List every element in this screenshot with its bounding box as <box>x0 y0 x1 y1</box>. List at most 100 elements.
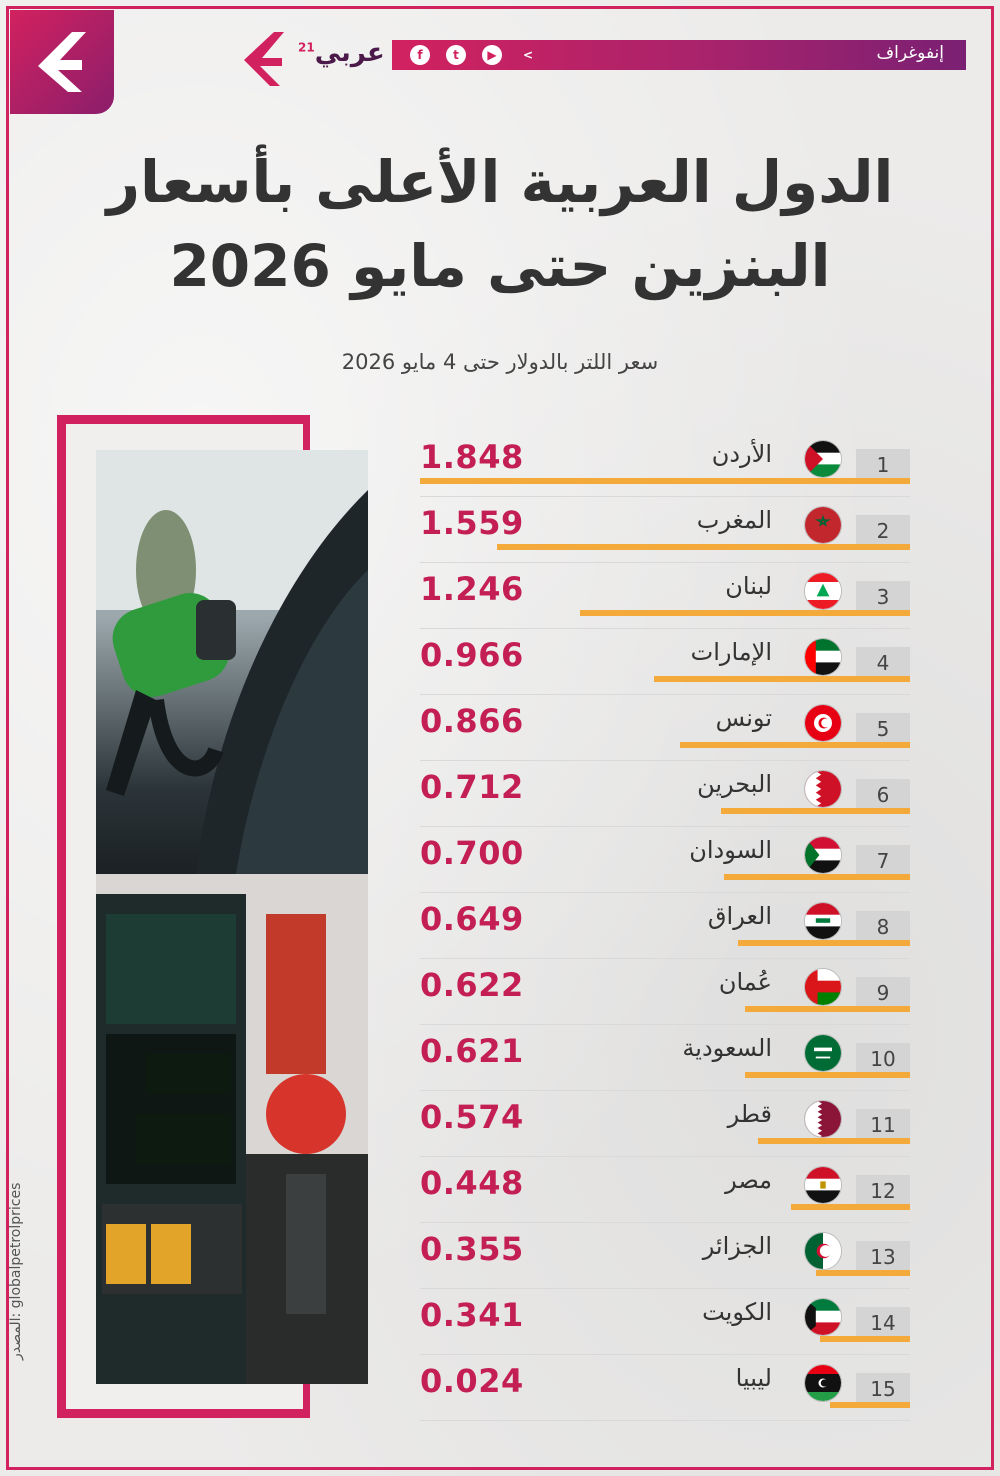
chart-row: 5 تونس 0.866 <box>400 700 920 766</box>
value-label: 0.866 <box>420 702 524 740</box>
chart-row: 11 قطر 0.574 <box>400 1096 920 1162</box>
country-label: البحرين <box>697 770 772 798</box>
page-title: الدول العربية الأعلى بأسعار البنزين حتى … <box>106 148 894 300</box>
value-label: 0.355 <box>420 1230 524 1268</box>
facebook-icon[interactable]: f <box>410 45 430 65</box>
country-label: الجزائر <box>702 1232 772 1260</box>
row-divider <box>420 1354 910 1355</box>
arabi21-small-icon[interactable]: < <box>522 48 534 62</box>
iraq-flag-icon <box>804 902 842 940</box>
rank-badge: 4 <box>856 647 910 677</box>
brand-name: عربي21 <box>298 38 385 68</box>
rank-badge: 3 <box>856 581 910 611</box>
row-divider <box>420 958 910 959</box>
country-label: العراق <box>707 902 772 930</box>
rank-badge: 2 <box>856 515 910 545</box>
chart-row: 14 الكويت 0.341 <box>400 1294 920 1360</box>
arabi21-corner-logo <box>10 10 114 114</box>
fuel-nozzle-photo <box>96 450 368 874</box>
country-label: مصر <box>725 1166 772 1194</box>
price-bar <box>724 874 910 880</box>
chart-row: 8 العراق 0.649 <box>400 898 920 964</box>
country-label: الإمارات <box>690 638 772 666</box>
price-bar <box>815 1270 910 1276</box>
value-label: 0.341 <box>420 1296 524 1334</box>
brand-mark-icon <box>244 32 284 86</box>
row-divider <box>420 628 910 629</box>
row-divider <box>420 562 910 563</box>
value-label: 0.622 <box>420 966 524 1004</box>
twitter-icon[interactable]: t <box>446 45 466 65</box>
chart-row: 13 الجزائر 0.355 <box>400 1228 920 1294</box>
price-bar <box>830 1402 910 1408</box>
country-label: الأردن <box>711 440 772 468</box>
rank-badge: 11 <box>856 1109 910 1139</box>
source-credit: المصدر: globalpetrolprices <box>8 1182 24 1360</box>
algeria-flag-icon <box>804 1232 842 1270</box>
section-label: إنفوغراف <box>876 43 944 63</box>
youtube-icon[interactable]: ▶ <box>482 45 502 65</box>
tunisia-flag-icon <box>804 704 842 742</box>
value-label: 0.712 <box>420 768 524 806</box>
rank-badge: 6 <box>856 779 910 809</box>
country-label: المغرب <box>696 506 772 534</box>
value-label: 0.621 <box>420 1032 524 1070</box>
country-label: لبنان <box>725 572 772 600</box>
chart-row: 10 السعودية 0.621 <box>400 1030 920 1096</box>
price-bar <box>680 742 910 748</box>
chart-row: 2 المغرب 1.559 <box>400 502 920 568</box>
country-label: الكويت <box>702 1298 772 1326</box>
price-bar <box>791 1204 910 1210</box>
row-divider <box>420 694 910 695</box>
fuel-pump-photo <box>96 874 368 1384</box>
libya-flag-icon <box>804 1364 842 1402</box>
row-divider <box>420 1222 910 1223</box>
rank-badge: 1 <box>856 449 910 479</box>
price-bar <box>737 940 910 946</box>
row-divider <box>420 1024 910 1025</box>
row-divider <box>420 1288 910 1289</box>
rank-badge: 5 <box>856 713 910 743</box>
price-bar <box>420 478 910 484</box>
price-bar <box>721 808 910 814</box>
row-divider <box>420 1156 910 1157</box>
chart-row: 3 لبنان 1.246 <box>400 568 920 634</box>
row-divider <box>420 892 910 893</box>
value-label: 1.848 <box>420 438 524 476</box>
oman-flag-icon <box>804 968 842 1006</box>
price-bar <box>496 544 910 550</box>
brand-logo: عربي21 <box>238 28 385 92</box>
chart-row: 4 الإمارات 0.966 <box>400 634 920 700</box>
lebanon-flag-icon <box>804 572 842 610</box>
row-divider <box>420 1090 910 1091</box>
rank-badge: 7 <box>856 845 910 875</box>
qatar-flag-icon <box>804 1100 842 1138</box>
country-label: قطر <box>727 1100 772 1128</box>
bahrain-flag-icon <box>804 770 842 808</box>
row-divider <box>420 760 910 761</box>
jordan-flag-icon <box>804 440 842 478</box>
price-bar <box>819 1336 910 1342</box>
value-label: 0.966 <box>420 636 524 674</box>
country-label: السعودية <box>682 1034 772 1062</box>
row-divider <box>420 826 910 827</box>
value-label: 1.559 <box>420 504 524 542</box>
uae-flag-icon <box>804 638 842 676</box>
row-divider <box>420 1420 910 1421</box>
country-label: عُمان <box>718 968 772 996</box>
egypt-flag-icon <box>804 1166 842 1204</box>
saudi-flag-icon <box>804 1034 842 1072</box>
value-label: 0.649 <box>420 900 524 938</box>
value-label: 0.700 <box>420 834 524 872</box>
price-bar <box>745 1006 910 1012</box>
chart-row: 6 البحرين 0.712 <box>400 766 920 832</box>
sudan-flag-icon <box>804 836 842 874</box>
value-label: 0.024 <box>420 1362 524 1400</box>
chart-row: 1 الأردن 1.848 <box>400 436 920 502</box>
chart-row: 7 السودان 0.700 <box>400 832 920 898</box>
price-bar <box>653 676 910 682</box>
kuwait-flag-icon <box>804 1298 842 1336</box>
value-label: 1.246 <box>420 570 524 608</box>
price-bar <box>745 1072 910 1078</box>
price-bar <box>757 1138 910 1144</box>
